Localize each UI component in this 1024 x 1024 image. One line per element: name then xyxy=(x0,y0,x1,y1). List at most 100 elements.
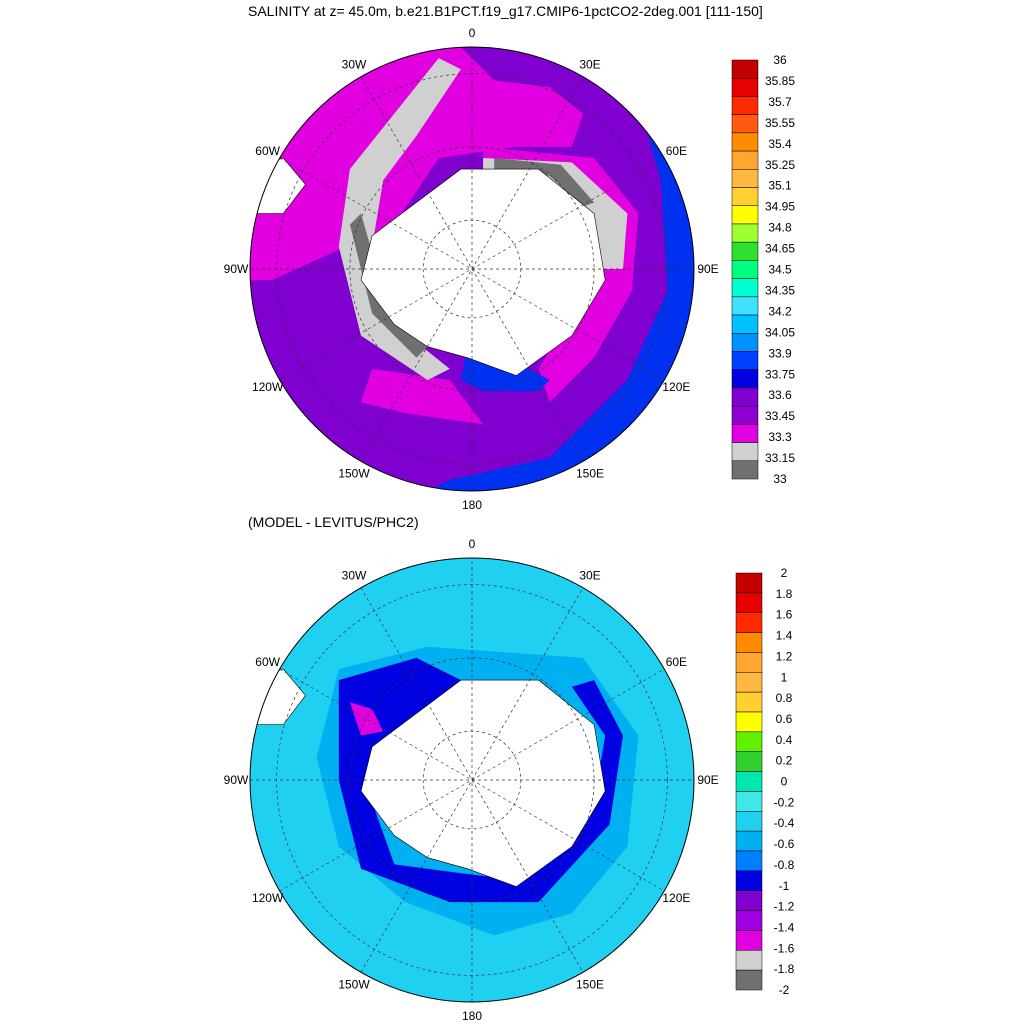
antarctica-landmass xyxy=(360,679,606,887)
plot-title-top: SALINITY at z= 45.0m, b.e21.B1PCT.f19_g1… xyxy=(248,3,763,19)
colorbar-swatch xyxy=(731,169,759,188)
colorbar-level-label: 35.1 xyxy=(768,179,792,193)
colorbar-swatch xyxy=(735,950,763,971)
colorbar-level-label: -0.6 xyxy=(774,837,795,851)
colorbar-swatch xyxy=(735,910,763,931)
colorbar-swatch xyxy=(731,405,759,425)
contour-region-magenta-ross xyxy=(361,368,484,425)
colorbar-swatch xyxy=(731,333,759,352)
colorbar-swatch xyxy=(731,296,759,316)
colorbar-swatch xyxy=(731,187,759,206)
colorbar-level-label: 1 xyxy=(781,670,788,684)
colorbar-level-label: 0.6 xyxy=(776,712,793,726)
colorbar-level-label: 33.45 xyxy=(765,409,795,423)
longitude-label: 60W xyxy=(255,144,280,158)
colorbar-level-label: 1.8 xyxy=(776,587,793,601)
colorbar-level-label: 0 xyxy=(781,775,788,789)
colorbar-swatch xyxy=(731,387,759,407)
colorbar-swatch xyxy=(735,691,763,713)
colorbar-level-label: -2 xyxy=(779,983,790,997)
colorbar-2: 2 1.8 1.6 1.4 1.2 1 0.8 0.6 0.4 0.2 0 -0.2 -0.4 -0.6 -… xyxy=(735,566,795,997)
map-border xyxy=(249,46,695,492)
colorbar-swatch xyxy=(735,731,763,752)
colorbar-swatch xyxy=(735,711,763,733)
colorbar-swatch xyxy=(731,241,759,261)
plot-title-bottom: (MODEL - LEVITUS/PHC2) xyxy=(248,514,419,530)
colorbar-swatch xyxy=(731,96,759,115)
colorbar-level-label: -0.8 xyxy=(774,858,795,872)
colorbar-level-label: 33.9 xyxy=(768,346,792,360)
colorbar-level-label: -1.4 xyxy=(774,920,795,934)
colorbar-swatch xyxy=(735,890,763,911)
longitude-label: 120E xyxy=(662,891,690,905)
longitude-label: 120E xyxy=(662,380,690,394)
colorbar-1: 36 35.85 35.7 35.55 35.4 35.25 35.1 34.95 34.8 34… xyxy=(731,53,795,486)
longitude-label: 120W xyxy=(252,891,284,905)
colorbar-level-label: 35.4 xyxy=(768,137,792,151)
longitude-label: 180 xyxy=(462,498,482,512)
longitude-label: 0 xyxy=(469,537,476,551)
contour-region-magenta xyxy=(250,47,583,281)
colorbar-level-label: 34.65 xyxy=(765,242,795,256)
longitude-label: 30W xyxy=(342,569,367,583)
contour-region-magenta xyxy=(349,702,384,736)
longitude-label: 150E xyxy=(576,977,604,991)
colorbar-swatch xyxy=(731,460,759,480)
colorbar-swatch xyxy=(731,223,759,243)
colorbar-swatch xyxy=(731,351,759,370)
colorbar-swatch xyxy=(735,791,763,812)
longitude-label: 30E xyxy=(579,58,600,72)
colorbar-level-label: 34.2 xyxy=(768,304,792,318)
antarctica-landmass xyxy=(360,168,606,376)
colorbar-level-label: 33.3 xyxy=(768,430,792,444)
colorbar-level-label: 1.6 xyxy=(776,608,793,622)
longitude-label: 150W xyxy=(338,466,370,480)
colorbar-level-label: 34.8 xyxy=(768,221,792,235)
colorbar-level-label: 35.85 xyxy=(765,74,795,88)
colorbar-swatch xyxy=(735,870,763,891)
colorbar-level-label: 34.05 xyxy=(765,325,795,339)
map-border xyxy=(249,557,695,1003)
colorbar-swatch xyxy=(731,77,759,97)
longitude-label: 90E xyxy=(697,262,718,276)
longitude-label: 60E xyxy=(666,655,687,669)
colorbar-swatch xyxy=(735,652,763,673)
longitude-label: 90W xyxy=(224,262,249,276)
longitude-label: 0 xyxy=(469,26,476,40)
colorbar-level-label: 1.2 xyxy=(776,649,793,663)
colorbar-swatch xyxy=(735,612,763,633)
longitude-label: 60W xyxy=(255,655,280,669)
colorbar-swatch xyxy=(735,592,763,613)
longitude-label: 90E xyxy=(697,773,718,787)
polar-map-2: 0 30E 60E 90E 120E 150E 180 150W 120W 90W 60W 30W xyxy=(224,537,719,1023)
meridian-line xyxy=(360,587,584,973)
longitude-label: 30W xyxy=(342,58,367,72)
colorbar-level-label: 33 xyxy=(773,472,787,486)
colorbar-swatch xyxy=(731,205,759,225)
colorbar-level-label: 34.95 xyxy=(765,200,795,214)
colorbar-level-label: -0.4 xyxy=(774,816,795,830)
longitude-label: 150E xyxy=(576,466,604,480)
colorbar-level-label: 35.55 xyxy=(765,116,795,130)
colorbar-level-label: -1 xyxy=(779,879,790,893)
colorbar-swatch xyxy=(731,369,759,389)
colorbar-level-label: 33.15 xyxy=(765,451,795,465)
colorbar-swatch xyxy=(735,850,763,872)
colorbar-swatch xyxy=(731,59,759,79)
colorbar-level-label: -1.2 xyxy=(774,900,795,914)
colorbar-swatch xyxy=(735,672,763,693)
colorbar-swatch xyxy=(731,278,759,298)
colorbar-level-label: 34.5 xyxy=(768,263,792,277)
colorbar-swatch xyxy=(731,424,759,443)
longitude-label: 180 xyxy=(462,1009,482,1023)
colorbar-level-label: 34.35 xyxy=(765,283,795,297)
colorbar-swatch xyxy=(735,830,763,852)
colorbar-level-label: 33.75 xyxy=(765,367,795,381)
longitude-label: 120W xyxy=(252,380,284,394)
colorbar-level-label: 0.2 xyxy=(776,754,793,768)
colorbar-level-label: 33.6 xyxy=(768,388,792,402)
colorbar-level-label: 36 xyxy=(773,53,787,67)
colorbar-swatch xyxy=(731,132,759,152)
colorbar-level-label: 35.25 xyxy=(765,158,795,172)
